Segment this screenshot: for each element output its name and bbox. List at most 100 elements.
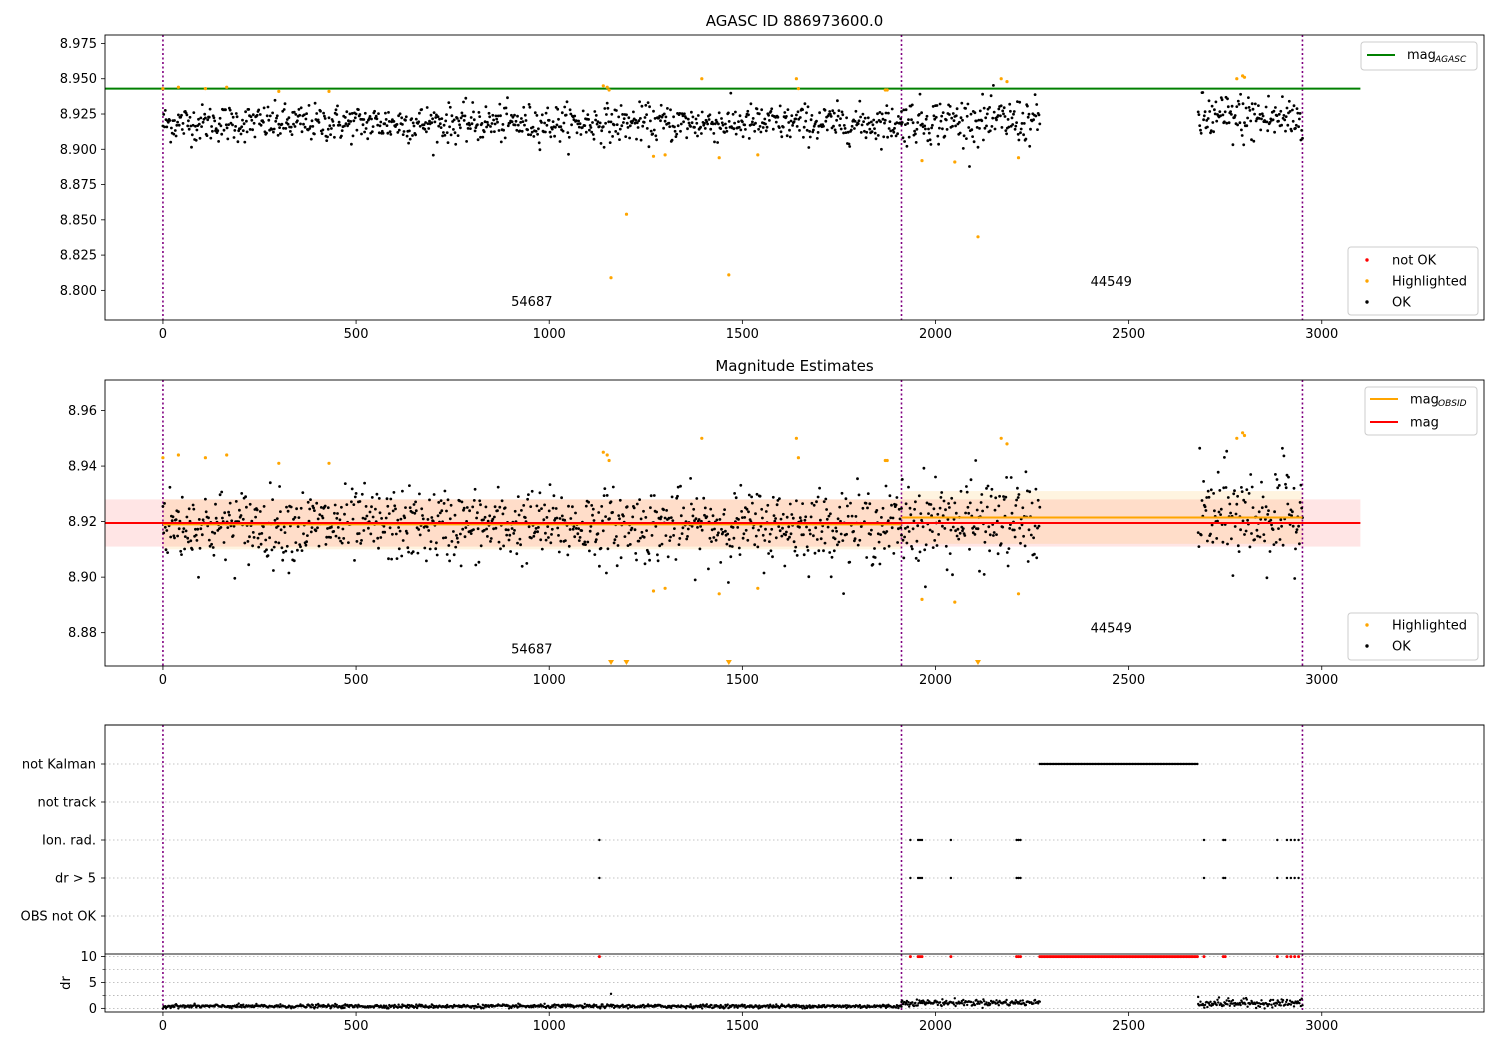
ok-point [299, 122, 302, 126]
ok-point [1034, 114, 1038, 118]
ok-point [1248, 109, 1252, 112]
ok-point [217, 122, 221, 126]
ok-point [1036, 498, 1040, 502]
dr-point [1260, 999, 1263, 1002]
ok-point [666, 107, 669, 110]
ok-point [637, 119, 641, 123]
ok-point [1245, 488, 1249, 491]
ok-point [401, 489, 404, 493]
ok-point [577, 119, 580, 123]
ok-point [315, 112, 319, 115]
ok-point [696, 114, 700, 117]
ok-point [927, 131, 931, 135]
ok-point [965, 114, 969, 118]
ok-point [993, 127, 997, 131]
ok-point [1012, 110, 1016, 113]
ok-point [374, 507, 377, 511]
ok-point [302, 532, 305, 536]
dr-point [1033, 998, 1037, 1002]
ok-point [1300, 129, 1304, 132]
ok-point [436, 514, 440, 518]
ok-point [381, 131, 385, 135]
ok-point [376, 536, 380, 540]
ok-point [463, 535, 467, 539]
ok-point [633, 121, 637, 125]
highlighted-point [953, 160, 957, 164]
ok-point [363, 130, 366, 134]
ok-point [803, 102, 807, 106]
ok-point [1009, 476, 1013, 479]
ok-point [598, 125, 601, 128]
ok-point [384, 516, 388, 520]
ok-point [242, 122, 246, 126]
ok-point [262, 106, 266, 110]
ok-point [1280, 524, 1283, 528]
ok-point [550, 533, 553, 536]
ok-point [198, 546, 202, 550]
ok-point [678, 112, 682, 115]
dr-point [1203, 1003, 1207, 1007]
ok-point [494, 114, 498, 118]
dr-point [945, 999, 948, 1003]
highlighted-point [327, 461, 331, 465]
ok-point [373, 109, 376, 113]
ok-point [906, 525, 910, 529]
ok-point [334, 534, 338, 538]
ok-point [866, 506, 869, 510]
ok-point [526, 128, 529, 132]
ok-point [908, 506, 912, 510]
ok-point [505, 112, 509, 116]
ok-point [932, 507, 936, 511]
ok-point [253, 135, 257, 139]
ok-point [920, 111, 923, 115]
dr-clipped-point [920, 955, 924, 959]
ok-point [745, 507, 749, 511]
ok-point [713, 140, 716, 144]
dr-point [177, 1007, 180, 1010]
ok-point [540, 121, 543, 124]
chart-title: AGASC ID 886973600.0 [706, 12, 884, 30]
ok-point [615, 535, 618, 538]
dr-point [1225, 999, 1228, 1002]
ok-point [874, 137, 878, 141]
ok-point [605, 494, 609, 497]
ok-point [523, 123, 526, 127]
ok-point [371, 125, 375, 128]
ok-point [248, 502, 252, 506]
ok-point [222, 128, 226, 132]
ok-point [696, 526, 699, 529]
ok-point [526, 497, 529, 501]
ok-point [557, 534, 560, 537]
ok-point [917, 113, 921, 116]
ok-point [461, 114, 465, 118]
dr-point [976, 1000, 980, 1003]
ok-point [281, 558, 285, 562]
x-tick-label: 3000 [1305, 673, 1338, 688]
dr-point [564, 1003, 567, 1006]
ok-point [981, 92, 984, 96]
ok-point [491, 113, 495, 117]
ok-point [840, 110, 844, 114]
ok-point [343, 482, 347, 485]
ok-point [965, 490, 969, 494]
ok-point [544, 111, 548, 115]
dr-point [476, 1003, 480, 1006]
ok-point [459, 564, 463, 568]
ok-point [788, 135, 792, 139]
ok-point [954, 114, 958, 118]
ok-point [975, 508, 979, 512]
ok-point [900, 478, 904, 481]
x-tick-label: 2000 [919, 673, 952, 688]
ok-point [189, 539, 193, 543]
ok-point [934, 115, 938, 119]
ok-point [1206, 117, 1210, 120]
ok-point [625, 505, 629, 509]
dr-point [1227, 999, 1231, 1003]
y-tick-label: 8.90 [68, 571, 97, 586]
dr-point [330, 1006, 333, 1009]
ok-point [808, 135, 812, 139]
dr-point [743, 1003, 746, 1007]
ok-point [335, 113, 339, 116]
ok-point [815, 119, 818, 123]
ok-point [743, 123, 747, 127]
